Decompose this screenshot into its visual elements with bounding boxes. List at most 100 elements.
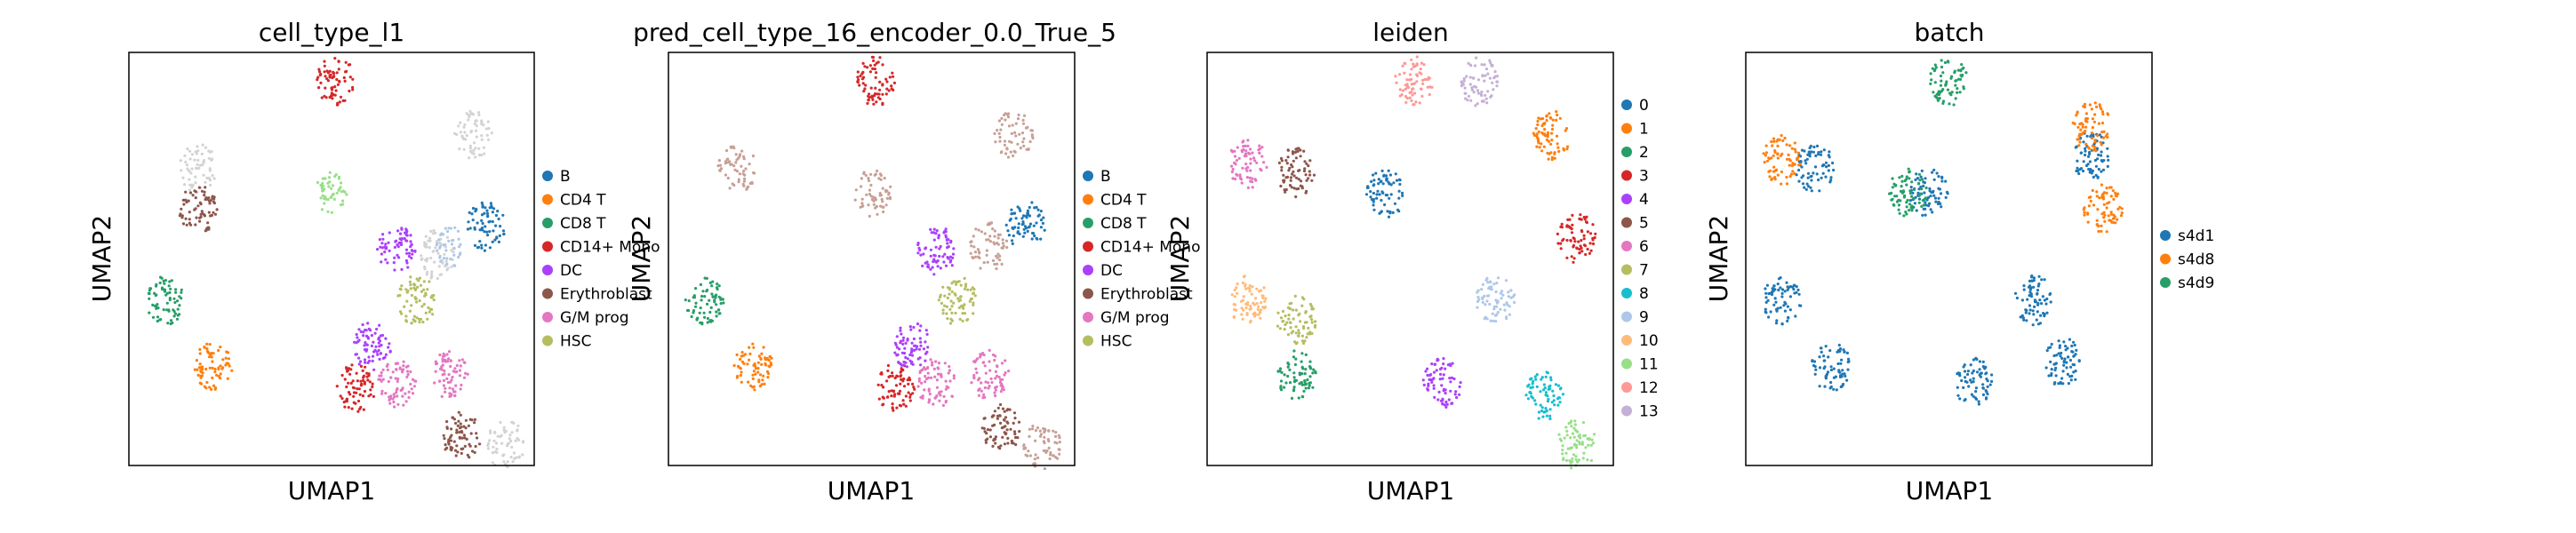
- point-dc: [912, 348, 916, 352]
- point-11: [1584, 446, 1588, 449]
- point-1: [1534, 127, 1538, 131]
- point-b: [466, 227, 470, 231]
- point-s4d1: [1937, 196, 1940, 200]
- point-8: [1535, 373, 1539, 377]
- point-cd8-t: [716, 282, 719, 286]
- point-5: [1303, 167, 1307, 171]
- point-dc: [895, 346, 900, 349]
- point-s4d8: [2082, 131, 2085, 134]
- unlabeled-point: [460, 134, 464, 138]
- point-s4d8: [2079, 128, 2083, 131]
- panel-pred-cell-type: pred_cell_type_16_encoder_0.0_True_5 UMA…: [627, 18, 1200, 505]
- point-g-m-prog: [972, 376, 976, 379]
- point-g-m-prog: [996, 365, 999, 369]
- point-s4d1: [1935, 171, 1939, 175]
- unlabeled-point: [738, 172, 742, 176]
- point-s4d8: [2091, 117, 2094, 121]
- point-s4d1: [2045, 349, 2049, 353]
- point-cd14-mono: [862, 90, 866, 93]
- point-cd14-mono: [351, 88, 355, 91]
- unlabeled-point: [1019, 147, 1022, 150]
- point-s4d9: [1956, 91, 1959, 94]
- point-12: [1394, 75, 1397, 78]
- unlabeled-point: [516, 428, 519, 432]
- point-cd14-mono: [885, 379, 889, 383]
- point-0: [1378, 193, 1381, 196]
- point-s4d1: [1827, 163, 1830, 167]
- unlabeled-point: [509, 439, 513, 443]
- point-erythroblast: [446, 441, 451, 444]
- point-cd14-mono: [345, 400, 348, 403]
- unlabeled-point: [1025, 147, 1028, 151]
- point-g-m-prog: [462, 376, 467, 379]
- point-erythroblast: [200, 189, 204, 193]
- point-0: [1393, 202, 1397, 205]
- point-s4d1: [1815, 144, 1820, 147]
- point-hsc: [955, 280, 958, 283]
- point-dc: [388, 231, 391, 235]
- point-s4d8: [2098, 196, 2101, 200]
- point-dc: [384, 258, 388, 261]
- point-8: [1526, 385, 1530, 388]
- unlabeled-point: [435, 240, 438, 243]
- point-8: [1542, 410, 1546, 414]
- point-cd8-t: [169, 287, 172, 290]
- unlabeled-point: [741, 172, 745, 176]
- point-hsc: [418, 320, 421, 324]
- point-3: [1582, 237, 1586, 241]
- point-s4d1: [2024, 311, 2028, 314]
- point-dc: [409, 234, 412, 237]
- unlabeled-point: [502, 460, 506, 464]
- point-cd4-t: [751, 377, 755, 380]
- unlabeled-point: [1011, 123, 1014, 127]
- point-cd4-t: [219, 377, 222, 380]
- point-s4d1: [1829, 179, 1833, 182]
- point-g-m-prog: [447, 357, 451, 361]
- unlabeled-point: [197, 166, 201, 170]
- light-green-point: [331, 184, 335, 187]
- point-cd14-mono: [351, 379, 355, 383]
- point-erythroblast: [180, 216, 184, 219]
- point-erythroblast: [1004, 416, 1008, 419]
- point-s4d1: [2077, 359, 2081, 363]
- point-8: [1534, 402, 1538, 406]
- legend-label: s4d8: [2178, 251, 2214, 269]
- unlabeled-point: [888, 197, 892, 201]
- point-1: [1539, 117, 1542, 121]
- point-4: [1422, 383, 1426, 386]
- point-g-m-prog: [453, 394, 457, 397]
- point-11: [1564, 458, 1569, 463]
- point-s4d8: [1770, 156, 1773, 160]
- unlabeled-point: [207, 176, 211, 179]
- unlabeled-point: [882, 210, 885, 214]
- point-3: [1591, 236, 1595, 240]
- point-cd14-mono: [355, 371, 358, 375]
- point-s4d8: [1763, 161, 1766, 164]
- point-cd4-t: [768, 355, 772, 359]
- point-g-m-prog: [435, 362, 439, 365]
- point-s4d1: [1810, 150, 1813, 154]
- point-cd14-mono: [901, 399, 905, 402]
- point-0: [1369, 190, 1372, 194]
- point-g-m-prog: [443, 372, 446, 376]
- point-0: [1372, 173, 1375, 177]
- legend-marker: [1083, 171, 1093, 181]
- point-dc: [407, 251, 411, 255]
- light-blue-point: [435, 243, 438, 247]
- point-s4d1: [2028, 288, 2032, 291]
- point-s4d8: [2106, 135, 2109, 139]
- unlabeled-point: [727, 161, 731, 164]
- point-9: [1495, 299, 1499, 303]
- unlabeled-point: [428, 239, 432, 243]
- point-s4d1: [2082, 160, 2085, 163]
- unlabeled-point: [502, 426, 506, 429]
- point-g-m-prog: [924, 380, 927, 384]
- point-s4d9: [1924, 186, 1928, 190]
- point-g-m-prog: [952, 377, 956, 380]
- point-dc: [901, 336, 906, 339]
- point-12: [1420, 87, 1423, 91]
- point-s4d8: [1768, 175, 1772, 179]
- point-g-m-prog: [948, 365, 951, 369]
- point-dc: [392, 261, 396, 265]
- point-5: [1286, 155, 1290, 159]
